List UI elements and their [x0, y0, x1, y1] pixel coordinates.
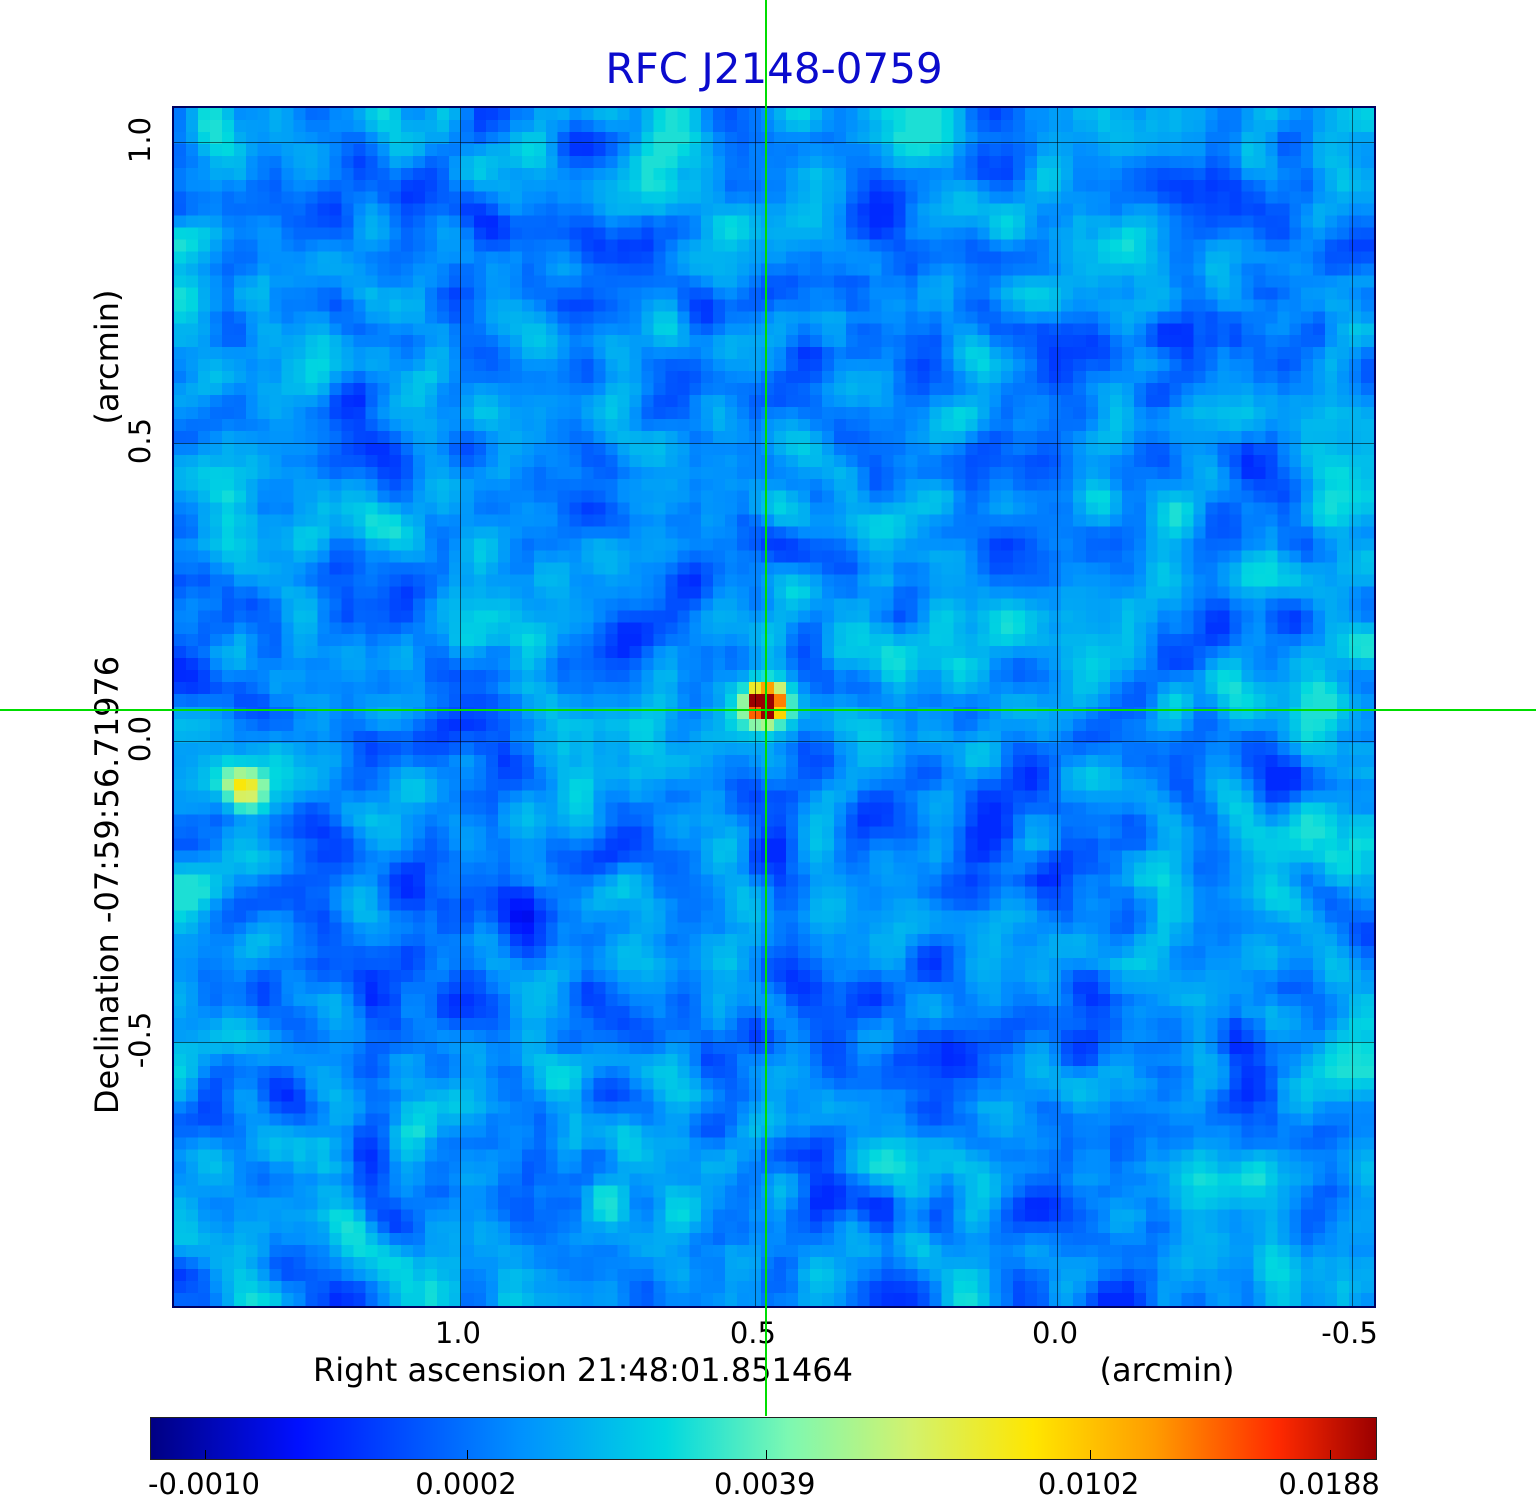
colorbar-tick-mark: [466, 1450, 468, 1459]
grid-line-horizontal: [174, 141, 1374, 143]
y-tick-label: 0.5: [123, 418, 157, 465]
x-tick-label: 1.0: [434, 1316, 481, 1350]
colorbar-tick-label: 0.0188: [1278, 1467, 1380, 1501]
colorbar-tick-label: 0.0039: [713, 1467, 816, 1501]
x-axis-label: Right ascension 21:48:01.851464: [313, 1351, 853, 1389]
grid-line-vertical: [459, 108, 461, 1306]
y-axis-label: Declination -07:59:56.71976: [88, 655, 126, 1115]
colorbar-tick-mark: [1330, 1450, 1332, 1459]
crosshair-horizontal-line: [0, 709, 1536, 711]
y-tick-label: 1.0: [123, 116, 157, 163]
y-tick-label: -0.5: [123, 1011, 157, 1069]
grid-overlay: [174, 108, 1374, 1306]
x-tick-label: -0.5: [1321, 1316, 1378, 1350]
y-axis-unit-label: (arcmin): [88, 289, 126, 425]
colorbar-tick-mark: [204, 1450, 206, 1459]
grid-line-vertical: [1351, 108, 1353, 1306]
heatmap-canvas: [174, 108, 1374, 1306]
grid-line-vertical: [1057, 108, 1058, 1306]
grid-line-horizontal: [174, 741, 1374, 743]
colorbar-tick-label: 0.0102: [1037, 1467, 1140, 1501]
x-tick-label: 0.5: [729, 1316, 776, 1350]
y-tick-label: 0.0: [123, 716, 157, 763]
colorbar-tick-label: -0.0010: [148, 1467, 260, 1501]
grid-line-horizontal: [174, 1041, 1374, 1043]
grid-line-horizontal: [174, 443, 1374, 445]
colorbar: [150, 1417, 1377, 1460]
crosshair-vertical-line: [765, 0, 768, 1416]
chart-title: RFC J2148-0759: [605, 44, 943, 93]
colorbar-tick-label: 0.0002: [415, 1467, 517, 1501]
grid-line-vertical: [754, 108, 756, 1306]
x-tick-label: 0.0: [1031, 1316, 1079, 1350]
colorbar-tick-mark: [765, 1450, 767, 1459]
colorbar-tick-mark: [1089, 1450, 1091, 1459]
x-axis-unit-label: (arcmin): [1099, 1351, 1235, 1389]
sky-map-plot: [172, 106, 1376, 1308]
